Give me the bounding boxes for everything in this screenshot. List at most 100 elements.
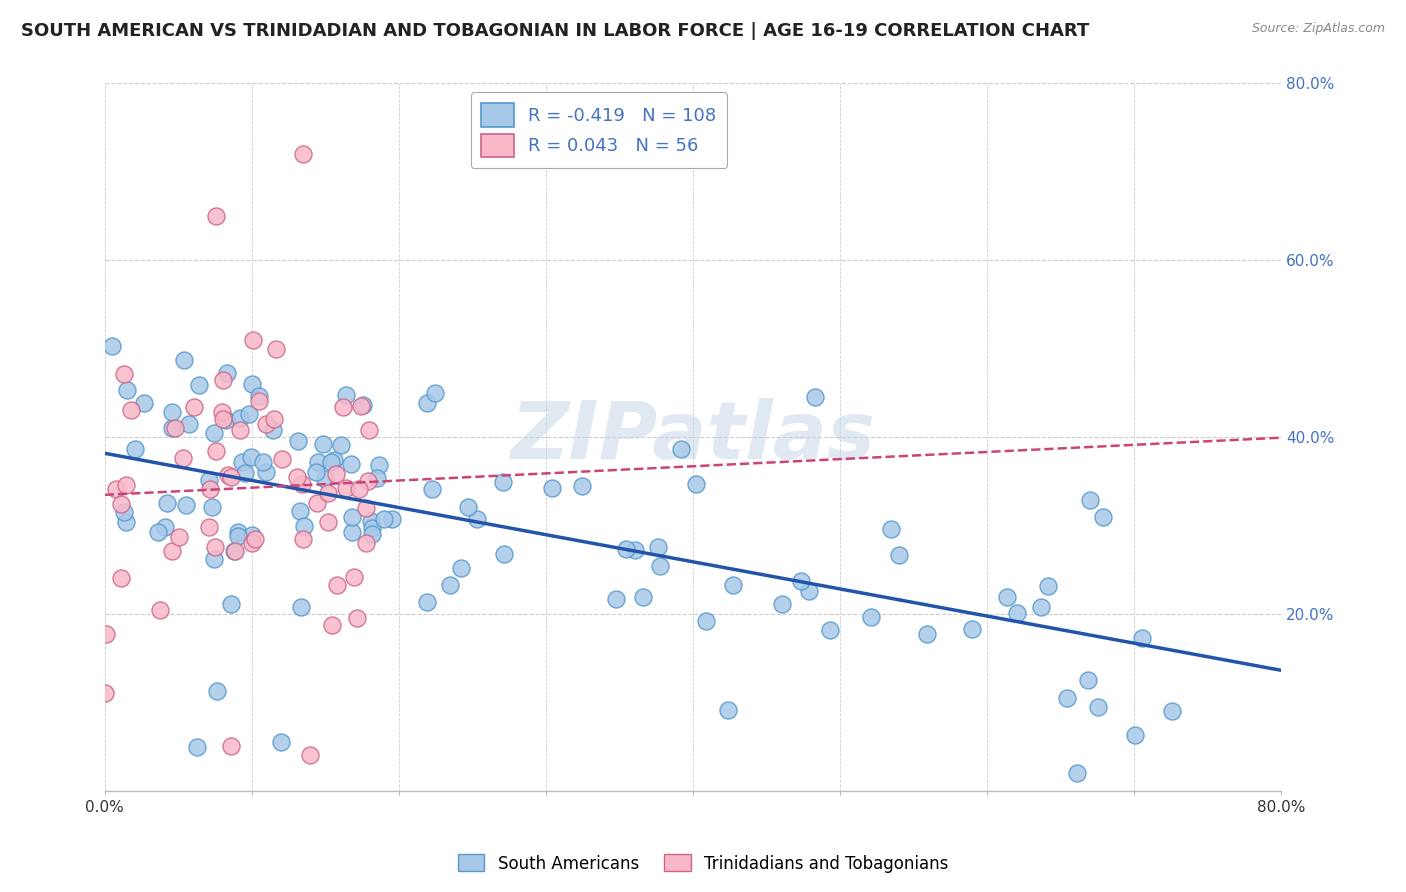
Point	[1066, 765, 1088, 780]
Point	[305, 465, 328, 479]
Point	[287, 434, 309, 449]
Point	[202, 551, 225, 566]
Point	[346, 611, 368, 625]
Point	[153, 520, 176, 534]
Point	[614, 541, 637, 556]
Point	[314, 472, 336, 486]
Point	[492, 475, 515, 489]
Point	[340, 457, 363, 471]
Point	[172, 450, 194, 465]
Point	[240, 528, 263, 542]
Point	[254, 417, 277, 431]
Point	[995, 590, 1018, 604]
Point	[229, 423, 252, 437]
Point	[373, 512, 395, 526]
Point	[381, 511, 404, 525]
Point	[354, 501, 377, 516]
Legend: R = -0.419   N = 108, R = 0.043   N = 56: R = -0.419 N = 108, R = 0.043 N = 56	[471, 93, 727, 168]
Point	[252, 455, 274, 469]
Point	[238, 407, 260, 421]
Point	[962, 622, 984, 636]
Point	[343, 570, 366, 584]
Point	[695, 614, 717, 628]
Point	[112, 367, 135, 381]
Point	[270, 735, 292, 749]
Point	[288, 503, 311, 517]
Point	[457, 500, 479, 514]
Point	[217, 468, 239, 483]
Point	[120, 403, 142, 417]
Point	[361, 520, 384, 534]
Point	[915, 627, 938, 641]
Point	[224, 544, 246, 558]
Point	[211, 405, 233, 419]
Point	[94, 686, 117, 700]
Point	[197, 473, 219, 487]
Point	[450, 561, 472, 575]
Point	[416, 595, 439, 609]
Point	[242, 333, 264, 347]
Point	[1077, 673, 1099, 687]
Point	[197, 520, 219, 534]
Point	[330, 438, 353, 452]
Point	[439, 578, 461, 592]
Point	[242, 536, 264, 550]
Point	[335, 481, 357, 495]
Point	[420, 482, 443, 496]
Point	[202, 426, 225, 441]
Point	[291, 147, 314, 161]
Point	[326, 578, 349, 592]
Point	[1056, 690, 1078, 705]
Point	[229, 411, 252, 425]
Point	[332, 400, 354, 414]
Point	[717, 702, 740, 716]
Text: ZIPatlas: ZIPatlas	[510, 398, 876, 476]
Point	[174, 498, 197, 512]
Legend: South Americans, Trinidadians and Tobagonians: South Americans, Trinidadians and Tobago…	[451, 847, 955, 880]
Point	[312, 437, 335, 451]
Point	[163, 421, 186, 435]
Point	[110, 497, 132, 511]
Point	[294, 518, 316, 533]
Point	[231, 455, 253, 469]
Point	[233, 466, 256, 480]
Point	[290, 600, 312, 615]
Point	[1123, 728, 1146, 742]
Point	[94, 627, 117, 641]
Point	[264, 342, 287, 356]
Text: Source: ZipAtlas.com: Source: ZipAtlas.com	[1251, 22, 1385, 36]
Point	[290, 477, 312, 491]
Point	[204, 540, 226, 554]
Point	[359, 424, 381, 438]
Point	[425, 386, 447, 401]
Point	[360, 514, 382, 528]
Point	[115, 384, 138, 398]
Point	[188, 378, 211, 392]
Point	[889, 548, 911, 562]
Point	[219, 739, 242, 754]
Point	[201, 500, 224, 514]
Point	[323, 453, 346, 467]
Point	[262, 423, 284, 437]
Point	[804, 391, 827, 405]
Point	[239, 450, 262, 464]
Point	[149, 602, 172, 616]
Point	[212, 373, 235, 387]
Point	[350, 399, 373, 413]
Point	[247, 389, 270, 403]
Point	[115, 515, 138, 529]
Point	[167, 530, 190, 544]
Point	[219, 470, 242, 484]
Point	[494, 548, 516, 562]
Point	[183, 400, 205, 414]
Point	[110, 571, 132, 585]
Point	[204, 209, 226, 223]
Point	[770, 597, 793, 611]
Point	[361, 527, 384, 541]
Point	[325, 467, 347, 481]
Point	[179, 417, 201, 432]
Point	[247, 393, 270, 408]
Point	[173, 352, 195, 367]
Point	[215, 366, 238, 380]
Point	[212, 411, 235, 425]
